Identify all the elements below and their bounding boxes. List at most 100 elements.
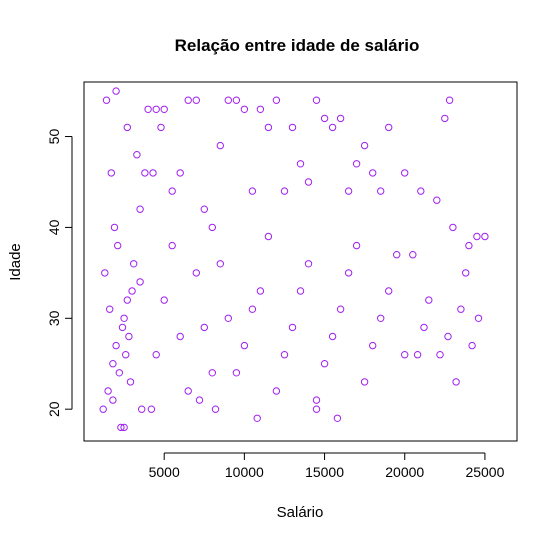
data-point: [272, 387, 281, 395]
data-point: [452, 378, 460, 386]
data-point: [312, 405, 321, 413]
data-point: [401, 169, 409, 177]
data-point: [457, 305, 465, 313]
data-point: [369, 341, 377, 350]
data-point: [253, 414, 261, 422]
x-tick-label: 10000: [225, 464, 264, 480]
data-point: [152, 105, 160, 114]
data-point: [208, 223, 217, 232]
data-point: [99, 405, 107, 413]
data-point: [109, 396, 117, 404]
data-point: [200, 205, 209, 213]
data-point: [280, 187, 289, 195]
y-tick-label: 20: [46, 401, 62, 417]
data-point: [240, 105, 249, 114]
data-point: [409, 251, 417, 259]
data-point: [123, 123, 132, 132]
data-point: [304, 178, 313, 186]
data-point: [288, 323, 297, 332]
x-axis: 5000 10000 15000 20000 25000: [149, 452, 505, 480]
data-point: [462, 269, 470, 277]
data-point: [304, 260, 313, 268]
data-point: [344, 187, 353, 195]
data-point: [123, 296, 132, 304]
data-point: [101, 269, 109, 277]
data-point: [104, 387, 112, 395]
data-point: [393, 251, 401, 259]
data-point: [176, 169, 184, 177]
data-point: [160, 105, 168, 114]
data-point: [344, 269, 353, 277]
data-point: [125, 332, 133, 341]
data-point: [120, 423, 128, 432]
data-point: [312, 396, 321, 404]
y-tick-label: 50: [46, 129, 62, 145]
data-point: [360, 378, 369, 386]
data-point: [157, 123, 165, 132]
data-point: [336, 305, 345, 313]
data-point: [377, 187, 385, 195]
data-point: [328, 123, 337, 132]
data-point: [122, 351, 130, 359]
data-point: [112, 341, 120, 350]
data-point: [444, 332, 452, 341]
data-point: [256, 287, 265, 295]
data-point: [106, 305, 114, 313]
data-point: [168, 187, 176, 195]
data-point: [126, 378, 135, 386]
y-tick-label: 30: [46, 310, 62, 326]
data-point: [192, 269, 201, 277]
data-point: [184, 96, 192, 104]
x-tick-label: 5000: [149, 464, 180, 480]
data-point: [256, 105, 265, 114]
data-point: [436, 351, 444, 359]
data-point: [296, 287, 305, 295]
data-point: [312, 96, 321, 104]
data-point: [288, 123, 297, 132]
data-point: [138, 405, 146, 413]
data-point: [352, 241, 361, 250]
data-point: [118, 323, 127, 332]
data-point: [184, 387, 192, 395]
data-point: [320, 114, 329, 123]
data-point: [352, 160, 361, 168]
data-point: [102, 96, 111, 104]
data-point: [328, 332, 337, 341]
data-point: [110, 223, 119, 232]
data-point: [441, 114, 449, 123]
data-point: [141, 169, 149, 177]
plot-frame: [83, 81, 518, 442]
data-point: [413, 351, 422, 359]
data-point: [136, 205, 144, 213]
data-point: [200, 323, 209, 332]
data-point: [333, 414, 342, 422]
data-point: [401, 351, 409, 359]
data-point: [208, 369, 217, 377]
data-point: [385, 123, 393, 132]
data-point: [195, 396, 204, 404]
data-point: [425, 296, 433, 304]
data-point: [420, 323, 428, 332]
data-point: [232, 96, 241, 104]
data-point: [481, 232, 489, 241]
y-axis: 20 30 40 50: [46, 129, 73, 417]
data-point: [468, 341, 476, 350]
x-axis-label: Salário: [277, 504, 324, 521]
data-point: [385, 287, 393, 295]
data-point: [160, 296, 168, 304]
data-point: [117, 423, 125, 432]
data-point: [417, 187, 425, 195]
data-point: [369, 169, 377, 177]
data-point: [248, 187, 257, 195]
data-point: [264, 123, 273, 132]
y-axis-label: Idade: [7, 243, 24, 281]
data-point: [445, 96, 454, 104]
data-point: [114, 241, 122, 250]
data-point: [224, 96, 233, 104]
x-tick-label: 20000: [385, 464, 424, 480]
y-tick-label: 40: [46, 219, 62, 235]
data-point: [149, 169, 157, 177]
data-point: [224, 314, 233, 322]
data-point: [211, 405, 220, 413]
